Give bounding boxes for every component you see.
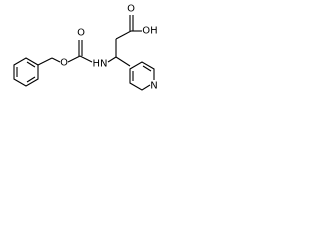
double-bond (142, 65, 152, 72)
pyridine-ring (129, 61, 155, 91)
structure: O O HN O OH N (13, 4, 158, 92)
atom-label: N (150, 81, 157, 92)
bond (107, 56, 117, 63)
bonds (13, 15, 155, 91)
bond (79, 55, 93, 63)
bond (67, 55, 81, 63)
atom-label: HN (93, 59, 108, 70)
benzene-ring (13, 57, 39, 87)
atom-label: O (60, 58, 68, 69)
bond (51, 57, 61, 63)
bond (115, 56, 131, 67)
atom-label: OH (142, 26, 157, 37)
double-bond (26, 61, 36, 68)
atom-label: O (77, 28, 85, 39)
atom-label: O (127, 4, 135, 15)
bond (37, 57, 53, 66)
double-bond (26, 76, 36, 83)
bond (115, 30, 132, 40)
